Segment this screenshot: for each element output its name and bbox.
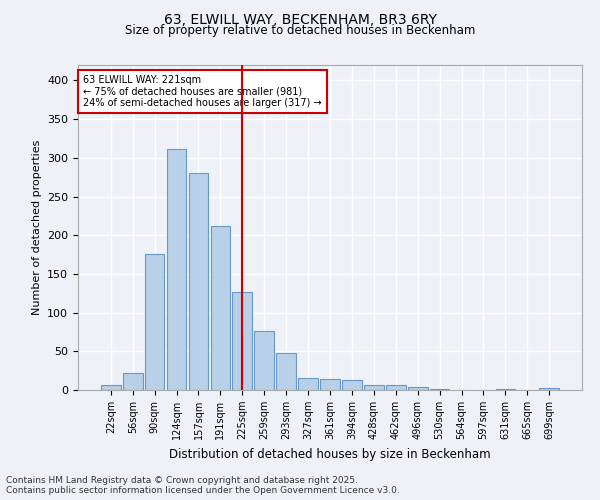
X-axis label: Distribution of detached houses by size in Beckenham: Distribution of detached houses by size … <box>169 448 491 460</box>
Bar <box>320 379 340 390</box>
Bar <box>188 172 208 390</box>
Text: Size of property relative to detached houses in Beckenham: Size of property relative to detached ho… <box>125 24 475 37</box>
Bar <box>539 388 559 390</box>
Text: 63, ELWILL WAY, BECKENHAM, BR3 6RY: 63, ELWILL WAY, BECKENHAM, BR3 6RY <box>163 12 437 26</box>
Bar <box>430 389 449 390</box>
Bar <box>386 384 406 390</box>
Bar <box>101 386 121 390</box>
Bar <box>496 389 515 390</box>
Bar <box>408 387 428 390</box>
Bar <box>167 148 187 390</box>
Bar <box>232 292 252 390</box>
Bar <box>211 226 230 390</box>
Text: Contains HM Land Registry data © Crown copyright and database right 2025.
Contai: Contains HM Land Registry data © Crown c… <box>6 476 400 495</box>
Bar <box>298 378 318 390</box>
Text: 63 ELWILL WAY: 221sqm
← 75% of detached houses are smaller (981)
24% of semi-det: 63 ELWILL WAY: 221sqm ← 75% of detached … <box>83 74 322 108</box>
Y-axis label: Number of detached properties: Number of detached properties <box>32 140 41 315</box>
Bar <box>254 331 274 390</box>
Bar <box>123 373 143 390</box>
Bar <box>342 380 362 390</box>
Bar <box>276 353 296 390</box>
Bar <box>145 254 164 390</box>
Bar <box>364 384 384 390</box>
